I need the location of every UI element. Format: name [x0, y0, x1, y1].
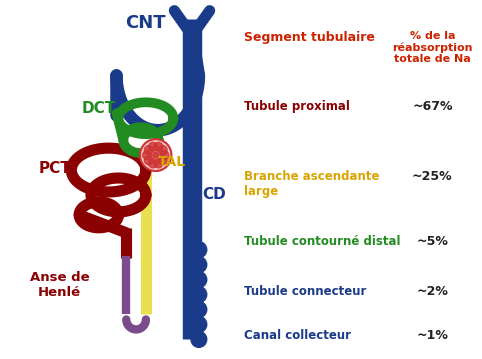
Circle shape	[191, 286, 207, 303]
Text: ~1%: ~1%	[416, 330, 448, 342]
Text: ~5%: ~5%	[416, 235, 448, 248]
Text: Canal collecteur: Canal collecteur	[244, 330, 351, 342]
Circle shape	[191, 302, 207, 317]
Circle shape	[154, 142, 163, 151]
Text: Segment tubulaire: Segment tubulaire	[244, 31, 375, 43]
Text: ~2%: ~2%	[416, 285, 448, 298]
Circle shape	[191, 242, 207, 258]
Circle shape	[191, 257, 207, 272]
Circle shape	[191, 331, 207, 348]
Text: Tubule contourné distal: Tubule contourné distal	[244, 235, 401, 248]
Circle shape	[191, 272, 207, 288]
Text: Tubule proximal: Tubule proximal	[244, 100, 350, 113]
Circle shape	[160, 151, 169, 160]
Text: CNT: CNT	[126, 14, 166, 32]
Circle shape	[153, 152, 159, 158]
Circle shape	[158, 145, 167, 154]
Circle shape	[144, 145, 153, 154]
Circle shape	[143, 151, 151, 160]
Text: % de la
réabsorption
totale de Na: % de la réabsorption totale de Na	[392, 31, 473, 64]
Circle shape	[148, 142, 158, 151]
Text: Tubule connecteur: Tubule connecteur	[244, 285, 366, 298]
Circle shape	[158, 156, 167, 165]
Text: Branche ascendante
large: Branche ascendante large	[244, 170, 379, 198]
Text: ~67%: ~67%	[412, 100, 453, 113]
Text: TAL: TAL	[158, 155, 187, 169]
Circle shape	[144, 156, 153, 165]
Circle shape	[148, 159, 158, 168]
Circle shape	[154, 159, 163, 168]
Circle shape	[191, 317, 207, 332]
Circle shape	[140, 139, 172, 171]
Text: Anse de
Henlé: Anse de Henlé	[30, 271, 89, 299]
Text: DCT: DCT	[81, 101, 116, 116]
Text: PCT: PCT	[38, 160, 71, 176]
Text: CD: CD	[203, 187, 227, 202]
Text: ~25%: ~25%	[412, 170, 453, 183]
